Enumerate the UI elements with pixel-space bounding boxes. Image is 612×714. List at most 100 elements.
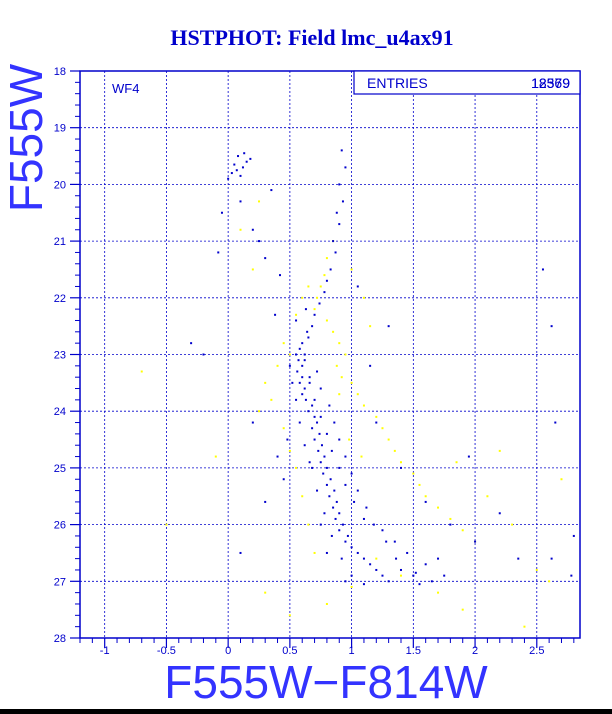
data-point xyxy=(251,421,254,424)
data-point xyxy=(437,506,440,509)
data-point xyxy=(296,370,299,373)
data-point xyxy=(535,568,538,571)
x-tick-label: 2.5 xyxy=(529,645,544,657)
data-point xyxy=(362,296,365,299)
data-point xyxy=(258,240,261,243)
data-point xyxy=(375,568,378,571)
data-point xyxy=(325,483,328,486)
data-point xyxy=(243,152,246,155)
data-point xyxy=(239,174,242,177)
data-point xyxy=(307,285,310,288)
data-point xyxy=(237,155,240,158)
y-axis-label: F555W xyxy=(0,63,52,212)
grid-lines xyxy=(80,71,580,638)
data-point xyxy=(350,268,353,271)
stats-entries-value-a: 12579 xyxy=(531,75,570,91)
data-point xyxy=(282,478,285,481)
data-point xyxy=(333,421,336,424)
data-point xyxy=(282,427,285,430)
data-point xyxy=(353,500,356,503)
data-point xyxy=(311,427,314,430)
data-point xyxy=(288,449,291,452)
data-point xyxy=(387,438,390,441)
data-point xyxy=(227,177,230,180)
data-point xyxy=(350,381,353,384)
data-point xyxy=(570,574,573,577)
data-point xyxy=(304,308,307,311)
data-point xyxy=(303,387,306,390)
data-point xyxy=(335,211,338,214)
x-tick-label: 1.5 xyxy=(406,645,421,657)
data-point xyxy=(399,466,402,469)
data-point xyxy=(381,529,384,532)
data-point xyxy=(344,166,347,169)
data-point xyxy=(317,449,320,452)
data-point xyxy=(486,495,489,498)
data-point xyxy=(467,455,470,458)
data-point xyxy=(276,364,279,367)
data-point xyxy=(190,342,193,345)
data-point xyxy=(282,342,285,345)
data-point xyxy=(418,483,421,486)
data-point xyxy=(303,353,306,356)
data-point xyxy=(306,330,309,333)
data-point xyxy=(264,500,267,503)
data-point xyxy=(350,585,353,588)
data-point xyxy=(375,415,378,418)
data-point xyxy=(437,557,440,560)
data-point xyxy=(304,398,307,401)
data-point xyxy=(313,438,316,441)
data-point xyxy=(338,183,341,186)
data-point xyxy=(449,523,452,526)
data-point xyxy=(295,319,298,322)
data-point xyxy=(406,551,409,554)
data-point xyxy=(325,466,328,469)
data-point xyxy=(220,211,223,214)
data-point xyxy=(298,421,301,424)
data-point xyxy=(270,398,273,401)
x-tick-label: -1 xyxy=(100,645,110,657)
data-point xyxy=(548,580,551,583)
data-point xyxy=(362,583,365,586)
data-point xyxy=(328,495,331,498)
data-point xyxy=(301,342,304,345)
data-point xyxy=(298,381,301,384)
stats-entries-value-b: 18369 xyxy=(531,75,570,91)
data-point xyxy=(350,472,353,475)
data-point xyxy=(308,376,311,379)
x-tick-label: 0 xyxy=(225,645,231,657)
data-point xyxy=(239,551,242,554)
field-annotation: WF4 xyxy=(112,81,139,96)
data-point xyxy=(338,342,341,345)
data-point xyxy=(387,325,390,328)
data-point xyxy=(338,529,341,532)
x-axis-label: F555W−F814W xyxy=(164,656,488,708)
data-point xyxy=(251,268,254,271)
data-point xyxy=(301,376,304,379)
data-point xyxy=(344,580,347,583)
data-point xyxy=(325,279,328,282)
data-point xyxy=(346,534,349,537)
data-point xyxy=(307,410,310,413)
data-point xyxy=(249,157,252,160)
y-tick-label: 21 xyxy=(54,236,66,248)
data-point xyxy=(365,506,368,509)
data-point xyxy=(270,189,273,192)
data-point xyxy=(301,495,304,498)
data-point xyxy=(235,169,238,172)
data-point xyxy=(319,461,322,464)
data-point xyxy=(517,557,520,560)
data-point xyxy=(274,313,277,316)
data-point xyxy=(381,427,384,430)
data-point xyxy=(239,200,242,203)
data-point xyxy=(341,200,344,203)
data-point xyxy=(541,268,544,271)
data-point xyxy=(356,285,359,288)
data-point xyxy=(313,551,316,554)
data-point xyxy=(313,308,316,311)
data-point xyxy=(286,438,289,441)
data-point xyxy=(330,534,333,537)
data-point xyxy=(362,517,365,520)
data-point xyxy=(308,461,311,464)
